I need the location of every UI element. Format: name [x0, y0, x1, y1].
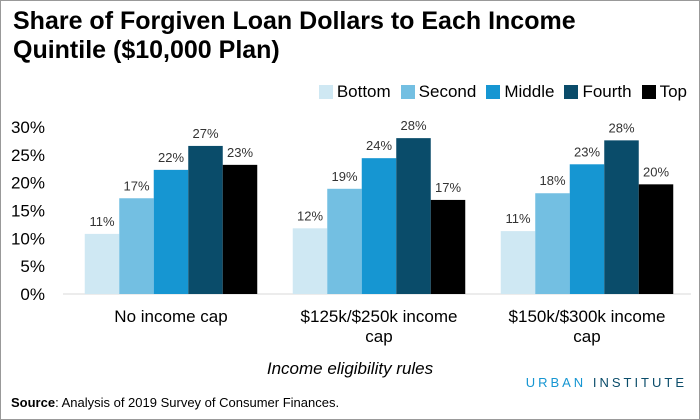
bar — [361, 158, 397, 294]
data-label: 24% — [366, 138, 392, 153]
x-tick-label: $150k/$300k income cap — [508, 307, 666, 346]
data-label: 11% — [505, 211, 530, 226]
x-tick-label: No income cap — [114, 307, 228, 326]
legend: Bottom Second Middle Fourth Top — [318, 82, 687, 102]
y-tick-label: 25% — [11, 146, 45, 165]
legend-label: Second — [418, 82, 477, 101]
data-label: 23% — [227, 145, 253, 160]
data-label: 22% — [158, 150, 184, 165]
data-label: 23% — [574, 144, 600, 159]
data-label: 28% — [608, 120, 634, 135]
legend-item: Bottom — [318, 82, 391, 102]
legend-item: Middle — [486, 82, 554, 102]
legend-item: Second — [400, 82, 477, 102]
legend-swatch — [486, 85, 501, 99]
y-tick-label: 5% — [20, 257, 45, 276]
bar — [292, 228, 328, 294]
bar — [188, 145, 223, 294]
legend-label: Fourth — [582, 82, 632, 101]
data-label: 11% — [89, 214, 114, 229]
bar — [396, 138, 431, 294]
data-label: 18% — [539, 173, 565, 188]
bar — [430, 199, 466, 294]
bar — [569, 164, 605, 294]
data-label: 19% — [331, 169, 357, 184]
y-tick-label: 10% — [11, 229, 45, 248]
data-label: 12% — [297, 208, 323, 223]
y-tick-label: 20% — [11, 174, 45, 193]
legend-item: Fourth — [564, 82, 632, 102]
legend-swatch — [641, 85, 656, 99]
y-tick-label: 30% — [11, 118, 45, 137]
data-label: 28% — [400, 118, 426, 133]
data-label: 17% — [123, 178, 149, 193]
legend-swatch — [564, 85, 579, 99]
y-tick-label: 15% — [11, 202, 45, 221]
legend-swatch — [400, 85, 415, 99]
data-label: 20% — [643, 164, 669, 179]
chart-title: Share of Forgiven Loan Dollars to Each I… — [13, 7, 576, 64]
bar — [84, 233, 120, 294]
bar — [500, 231, 536, 294]
data-label: 17% — [435, 180, 461, 195]
brand: URBAN INSTITUTE — [526, 375, 687, 390]
source-label: Source — [11, 395, 56, 410]
bar — [153, 169, 189, 294]
data-label: 27% — [192, 126, 218, 141]
legend-label: Bottom — [336, 82, 391, 101]
legend-swatch — [318, 85, 333, 99]
bar — [604, 140, 639, 294]
source-text: : Analysis of 2019 Survey of Consumer Fi… — [55, 395, 340, 410]
x-axis-label: Income eligibility rules — [266, 359, 434, 378]
bar — [119, 198, 154, 294]
legend-label: Middle — [504, 82, 555, 101]
bar — [222, 164, 258, 294]
y-tick-label: 0% — [20, 285, 45, 304]
bar — [327, 188, 362, 294]
x-tick-label: $125k/$250k income cap — [300, 307, 458, 346]
brand-part: INSTITUTE — [592, 375, 687, 390]
bar — [535, 193, 570, 294]
brand-part: URBAN — [525, 375, 587, 390]
legend-item: Top — [641, 82, 687, 102]
bar — [638, 184, 674, 294]
legend-label: Top — [659, 82, 687, 101]
source: Source: Analysis of 2019 Survey of Consu… — [11, 395, 339, 410]
